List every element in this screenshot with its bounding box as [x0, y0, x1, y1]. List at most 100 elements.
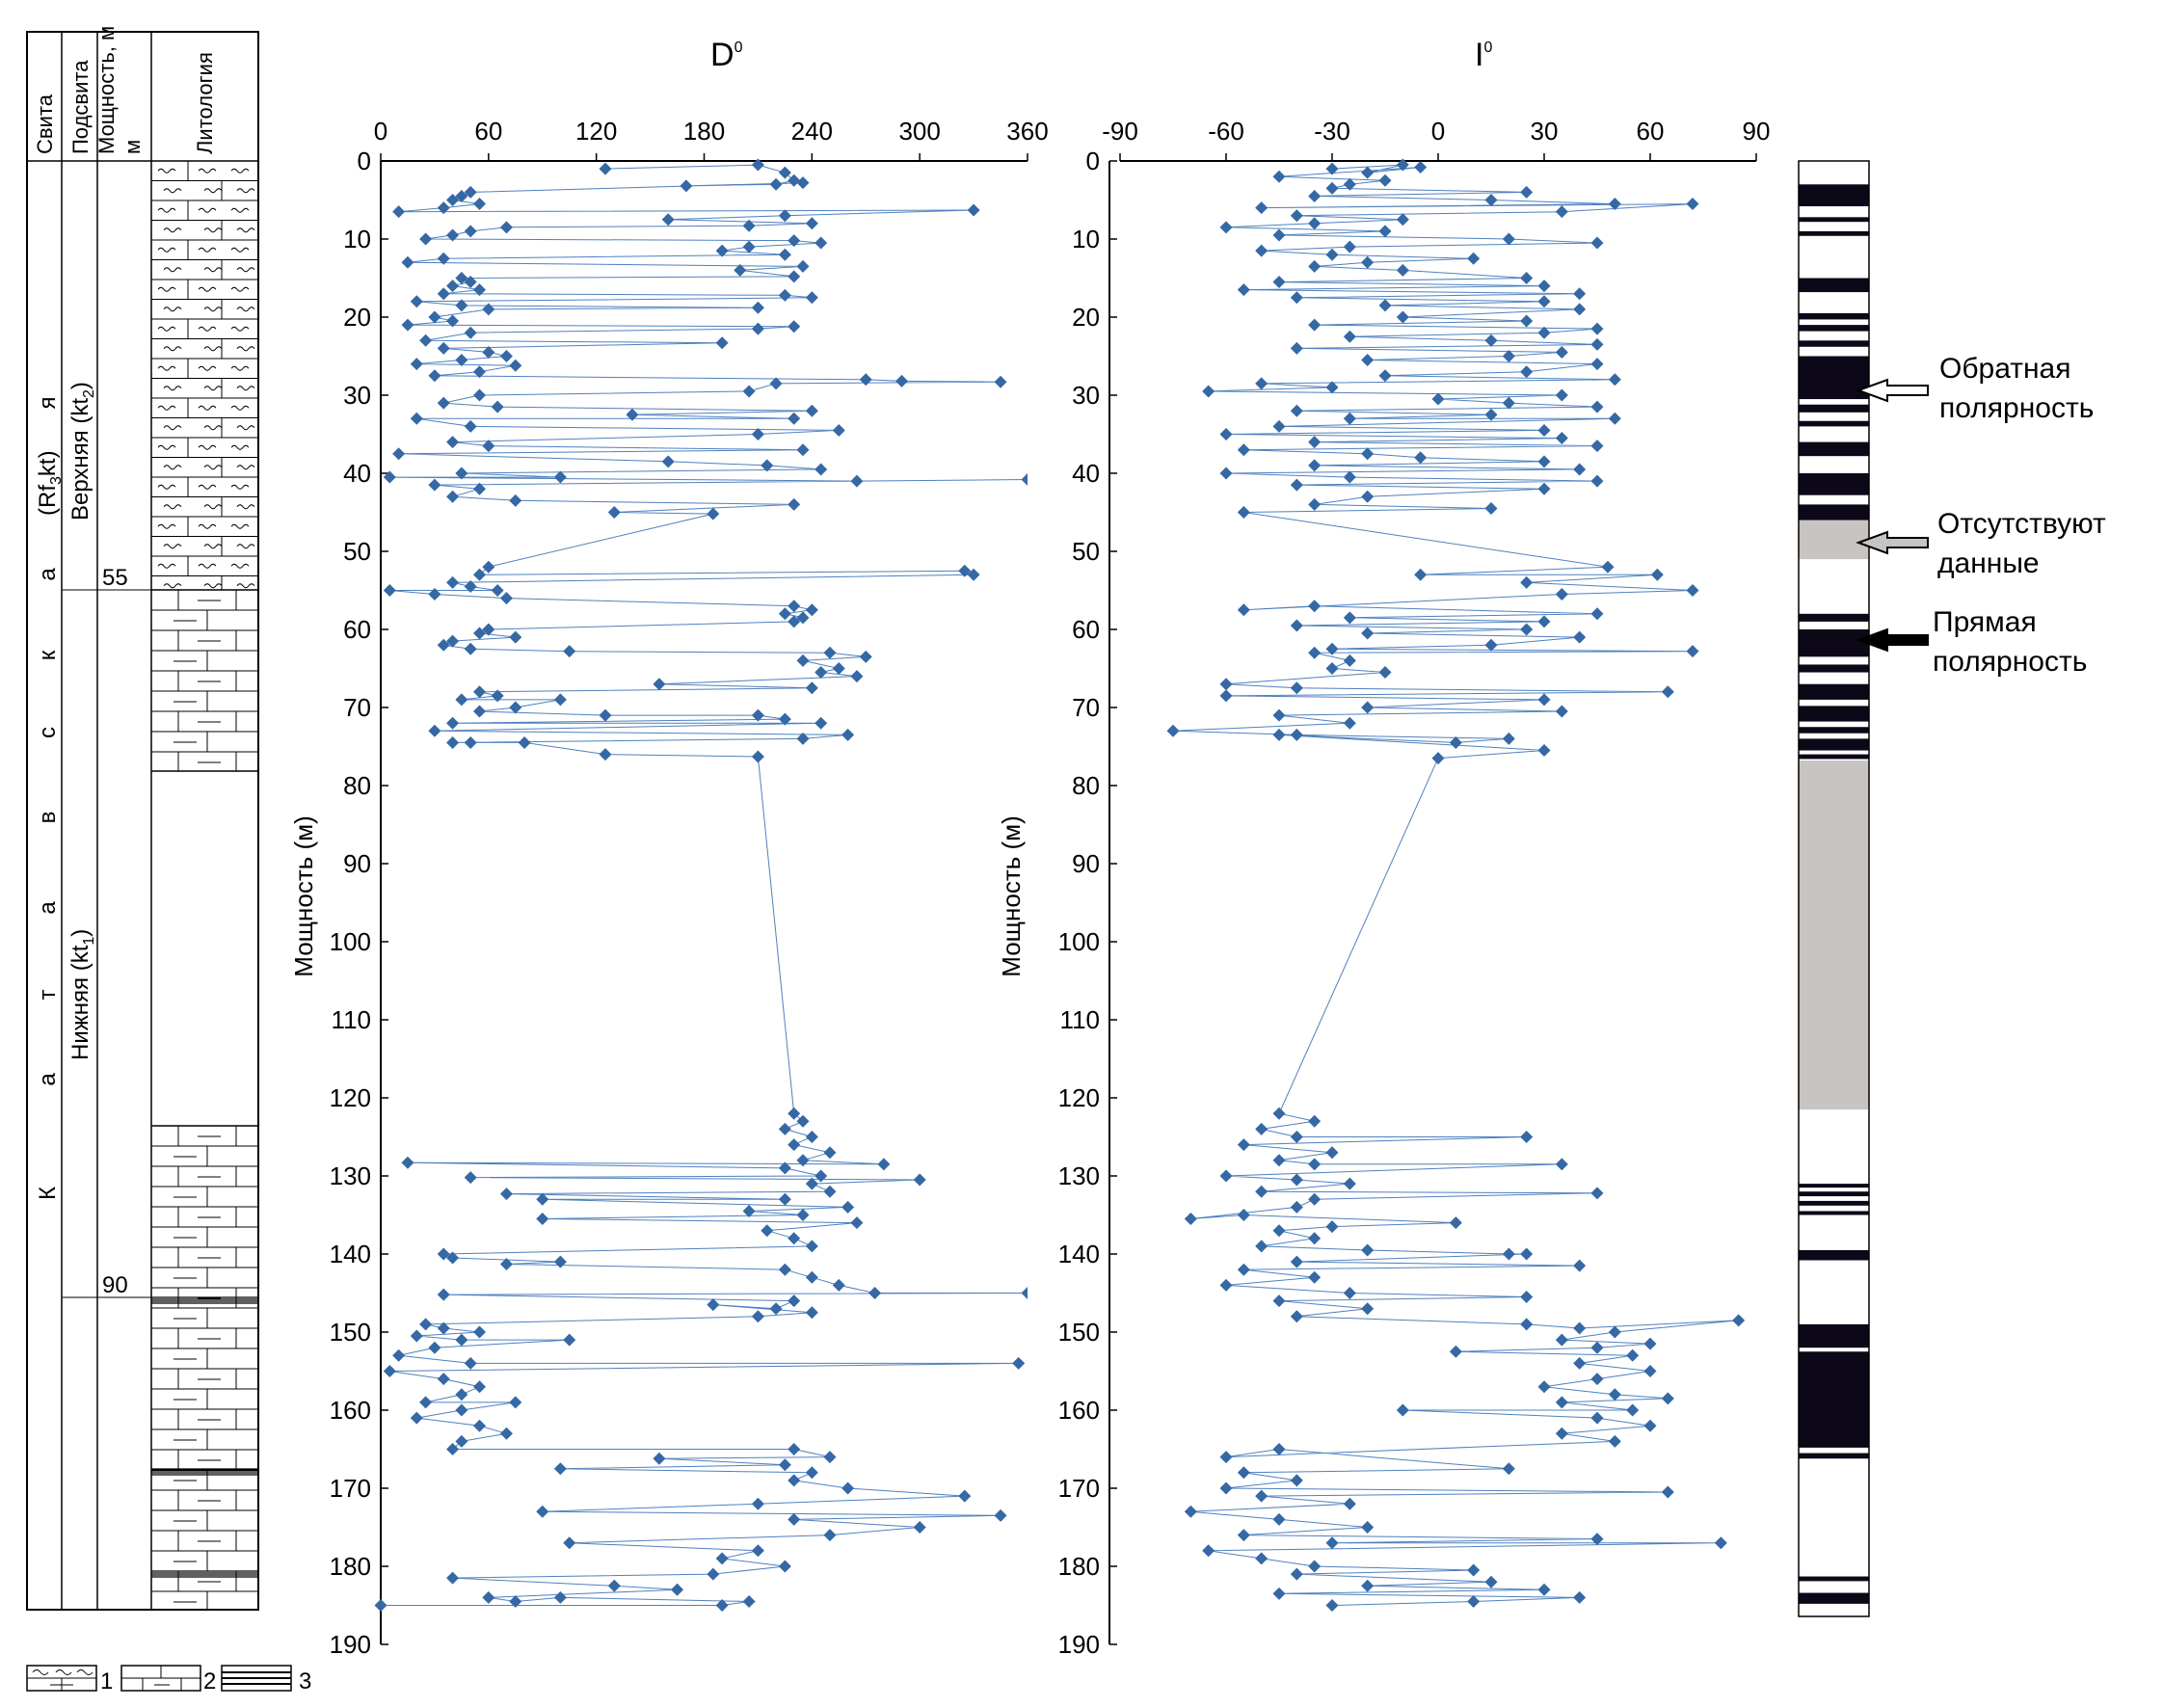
data-point-i	[1361, 354, 1375, 367]
strat-column: Свита Подсвита Мощность, м м Литология К…	[26, 26, 259, 1611]
data-point-d	[410, 358, 423, 371]
data-point-i	[1590, 322, 1604, 335]
data-point-d	[796, 1154, 810, 1167]
y-tick-label-d: 40	[343, 459, 371, 488]
axes-d: 0 60 120 180 240 300 360 0 10 20 30 40 50 60 70 80 90 100…	[330, 117, 1049, 1659]
data-point-d	[778, 209, 791, 223]
data-point-d	[958, 564, 972, 577]
data-point-d	[751, 1310, 764, 1323]
data-point-d	[661, 213, 675, 227]
data-point-i	[1361, 1579, 1375, 1592]
x-tick-label-d: 240	[791, 117, 833, 146]
data-point-i	[1520, 1131, 1534, 1143]
y-tick-label-i: 60	[1072, 615, 1100, 644]
data-point-d	[994, 1508, 1007, 1522]
data-point-i	[1255, 1240, 1268, 1253]
data-point-i	[1626, 1348, 1640, 1362]
data-point-i	[1361, 447, 1375, 461]
data-point-d	[563, 1536, 576, 1550]
data-point-d	[437, 252, 450, 265]
data-point-i	[1626, 1403, 1640, 1417]
data-point-d	[410, 1329, 423, 1343]
data-point-d	[464, 1171, 477, 1185]
polarity-reverse-band	[1799, 404, 1869, 413]
arrow-normal-icon	[1856, 627, 1929, 653]
data-point-d	[401, 318, 414, 332]
data-point-d	[805, 1131, 818, 1143]
data-point-d	[958, 1489, 972, 1503]
x-tick-label-d: 0	[374, 117, 387, 146]
label-reverse-2: полярность	[1939, 392, 2094, 424]
data-point-i	[1219, 1451, 1233, 1464]
y-tick-label-d: 90	[343, 849, 371, 878]
data-point-d	[392, 447, 406, 461]
data-point-i	[1255, 377, 1268, 390]
data-point-i	[1378, 173, 1392, 187]
data-point-i	[1396, 158, 1409, 172]
polarity-reverse-band	[1799, 683, 1869, 700]
polarity-reverse-band	[1799, 1184, 1869, 1188]
legend-num-1: 1	[100, 1668, 113, 1695]
data-point-i	[1661, 1485, 1674, 1499]
data-point-d	[742, 385, 756, 398]
chart-inclination: I0 Мощность (м) -90 -60 -30 0 30 60 90 0 10 20 30 4…	[997, 37, 1770, 1659]
formation-letter: т	[35, 990, 61, 1001]
data-point-i	[1290, 478, 1303, 492]
data-point-i	[1484, 638, 1498, 652]
data-point-d	[814, 666, 828, 680]
y-tick-label-d: 20	[343, 303, 371, 332]
data-point-d	[742, 240, 756, 254]
data-point-i	[1272, 1512, 1286, 1526]
data-point-i	[1325, 181, 1339, 195]
data-point-i	[1361, 255, 1375, 269]
data-point-d	[446, 575, 460, 589]
data-point-i	[1502, 396, 1515, 410]
data-point-d	[473, 627, 487, 640]
data-point-d	[553, 1255, 567, 1268]
data-point-d	[464, 276, 477, 289]
data-point-d	[437, 1373, 450, 1386]
data-point-d	[715, 1599, 729, 1612]
polarity-reverse-band	[1799, 1249, 1869, 1261]
data-point-i	[1608, 198, 1621, 211]
data-point-d	[778, 248, 791, 261]
data-point-d	[553, 693, 567, 707]
data-point-i	[1255, 1552, 1268, 1565]
data-point-d	[769, 1302, 783, 1316]
data-point-d	[788, 1512, 801, 1526]
series-line-i	[1172, 164, 1739, 1606]
data-point-d	[877, 1158, 891, 1171]
data-point-d	[796, 611, 810, 625]
y-tick-label-d: 160	[330, 1396, 371, 1425]
data-point-i	[1343, 240, 1356, 254]
data-point-i	[1219, 428, 1233, 440]
y-tick-label-d: 80	[343, 771, 371, 800]
data-point-i	[1272, 728, 1286, 741]
data-point-i	[1537, 744, 1551, 758]
data-point-d	[599, 748, 612, 761]
data-point-i	[1431, 752, 1445, 765]
polarity-reverse-band	[1799, 504, 1869, 520]
data-point-d	[455, 693, 468, 707]
data-point-d	[769, 377, 783, 390]
data-point-d	[715, 244, 729, 257]
data-point-i	[1308, 189, 1322, 202]
data-point-d	[751, 708, 764, 722]
data-point-i	[1290, 404, 1303, 417]
data-point-d	[805, 1306, 818, 1320]
data-point-i	[1555, 205, 1568, 219]
data-point-d	[823, 1185, 837, 1198]
data-point-d	[751, 1544, 764, 1558]
data-point-d	[796, 259, 810, 273]
x-tick-label-i: 90	[1743, 117, 1771, 146]
series-line-d	[381, 164, 1028, 1606]
data-point-d	[788, 234, 801, 248]
data-point-i	[1325, 642, 1339, 655]
data-point-d	[823, 1146, 837, 1160]
data-point-d	[788, 1474, 801, 1487]
data-point-d	[778, 607, 791, 621]
data-point-i	[1590, 1341, 1604, 1354]
data-point-i	[1537, 693, 1551, 707]
data-point-i	[1361, 1243, 1375, 1257]
